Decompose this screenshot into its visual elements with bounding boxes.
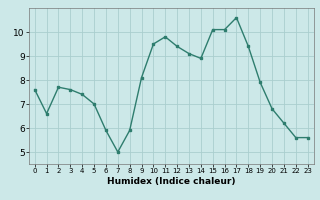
- X-axis label: Humidex (Indice chaleur): Humidex (Indice chaleur): [107, 177, 236, 186]
